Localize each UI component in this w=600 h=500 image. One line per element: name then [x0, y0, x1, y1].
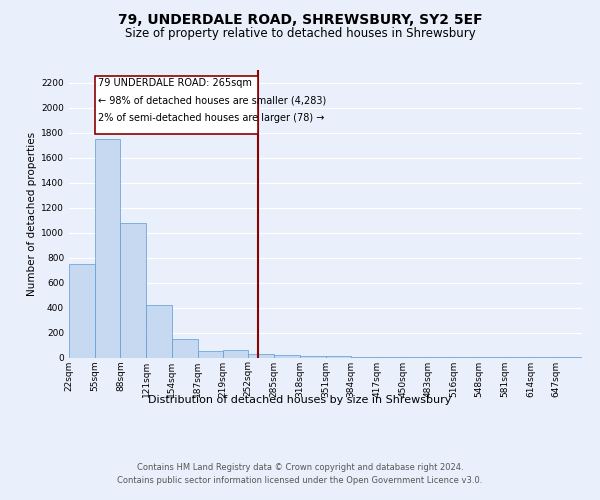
Text: Size of property relative to detached houses in Shrewsbury: Size of property relative to detached ho… [125, 28, 475, 40]
Bar [121, 223, 146, 358]
Text: ← 98% of detached houses are smaller (4,283): ← 98% of detached houses are smaller (4,… [98, 96, 326, 106]
Bar [95, 76, 259, 134]
Bar [95, 138, 121, 358]
Bar [69, 264, 95, 358]
Text: 79, UNDERDALE ROAD, SHREWSBURY, SY2 5EF: 79, UNDERDALE ROAD, SHREWSBURY, SY2 5EF [118, 12, 482, 26]
Text: 2% of semi-detached houses are larger (78) →: 2% of semi-detached houses are larger (7… [98, 114, 324, 124]
Text: Contains HM Land Registry data © Crown copyright and database right 2024.: Contains HM Land Registry data © Crown c… [137, 462, 463, 471]
Bar [197, 351, 223, 358]
Bar [351, 356, 377, 358]
Text: Contains public sector information licensed under the Open Government Licence v3: Contains public sector information licen… [118, 476, 482, 485]
Bar [274, 355, 300, 358]
Y-axis label: Number of detached properties: Number of detached properties [27, 132, 37, 296]
Bar [248, 354, 274, 358]
Bar [428, 357, 454, 358]
Bar [326, 356, 351, 358]
Text: Distribution of detached houses by size in Shrewsbury: Distribution of detached houses by size … [148, 395, 452, 405]
Bar [146, 305, 172, 358]
Bar [377, 357, 403, 358]
Bar [223, 350, 248, 358]
Bar [403, 357, 428, 358]
Bar [172, 339, 197, 357]
Text: 79 UNDERDALE ROAD: 265sqm: 79 UNDERDALE ROAD: 265sqm [98, 78, 252, 88]
Bar [300, 356, 326, 358]
